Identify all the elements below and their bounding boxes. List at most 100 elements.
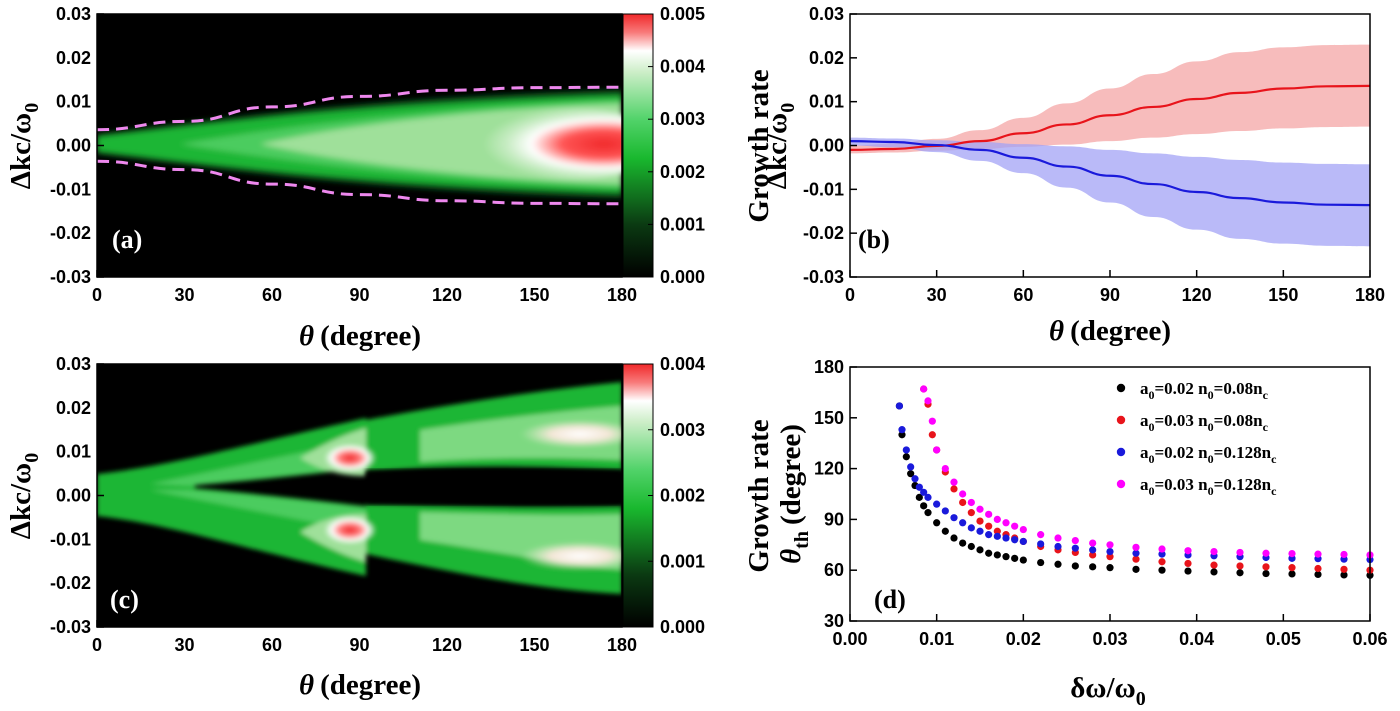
data-point-s2 — [967, 524, 975, 532]
y-tick-label: -0.01 — [50, 529, 91, 549]
ticks-c: 0 30 60 90 120 150 180 -0.03 -0.02 -0.01 0.00 0.01 0… — [50, 354, 637, 655]
data-point-s0 — [1132, 565, 1140, 573]
x-tick-label: 120 — [1182, 285, 1212, 305]
data-point-s2 — [1089, 546, 1097, 554]
data-point-s2 — [941, 507, 949, 515]
y-tick-label: 0.03 — [56, 354, 91, 374]
data-point-s2 — [898, 426, 906, 434]
y-tick-label: 30 — [824, 611, 844, 631]
panel-a: 0 30 60 90 120 150 180 -0.03 -0.02 -0.01 0.00 0.01 0… — [5, 4, 775, 352]
data-point-s3 — [920, 385, 928, 393]
data-point-s1 — [950, 485, 958, 493]
legend-d: a0=0.02 n0=0.08nc a0=0.03 n0=0.08nc a0=0.0… — [1116, 379, 1277, 498]
x-tick-label: 150 — [1268, 285, 1298, 305]
x-tick-label: 180 — [607, 285, 637, 305]
y-tick-label: 0.02 — [56, 398, 91, 418]
panel-label-d: (d) — [874, 585, 906, 614]
data-point-s3 — [1288, 550, 1296, 558]
data-point-s0 — [898, 431, 906, 439]
data-point-s2 — [911, 475, 919, 483]
panel-label-b: (b) — [858, 225, 890, 254]
legend-label-1: a0=0.03 n0=0.08nc — [1140, 411, 1269, 434]
data-point-s2 — [1132, 549, 1140, 557]
ticks-b: 0 30 60 90 120 150 180 -0.03 -0.02 -0.01 0.00 0.01 0… — [803, 4, 1385, 305]
series-line-1 — [849, 140, 1371, 207]
data-point-s0 — [1037, 558, 1045, 567]
x-tick-label: 30 — [174, 635, 194, 655]
x-axis-label-a: θ (degree) — [299, 320, 421, 352]
data-point-s0 — [967, 542, 975, 551]
data-point-s3 — [1210, 547, 1218, 556]
data-point-s2 — [959, 519, 967, 527]
data-point-s3 — [1089, 539, 1097, 547]
x-tick-label: 30 — [174, 285, 194, 305]
colorbar-tick-label: 0.003 — [660, 420, 705, 440]
data-point-s3 — [941, 465, 949, 473]
colorbar-tick-label: 0.000 — [660, 617, 705, 637]
x-tick-label: 0.01 — [919, 629, 954, 649]
y-tick-label: -0.01 — [50, 179, 91, 199]
y-tick-label: 0.00 — [809, 136, 844, 156]
y-tick-label: 120 — [814, 459, 844, 479]
y-tick-label: 60 — [824, 560, 844, 580]
x-tick-label: 0.02 — [1006, 629, 1041, 649]
colorbar-tick-label: 0.001 — [660, 214, 705, 234]
y-tick-label: 180 — [814, 357, 844, 377]
y-tick-label: -0.02 — [50, 573, 91, 593]
panel-label-c: (c) — [110, 585, 139, 614]
data-point-s3 — [1262, 549, 1270, 557]
x-tick-label: 0 — [845, 285, 855, 305]
data-point-s3 — [1314, 550, 1322, 558]
x-axis-label-d: δω/ω0 — [1070, 672, 1146, 710]
x-tick-label: 0 — [92, 635, 102, 655]
data-point-s1 — [967, 509, 975, 517]
x-tick-label: 0.05 — [1266, 629, 1301, 649]
y-axis-label-b: Δkc/ω0 — [761, 103, 799, 189]
data-point-s0 — [1071, 562, 1079, 570]
x-axis-label-b: θ (degree) — [1049, 315, 1171, 347]
y-tick-label: -0.03 — [50, 617, 91, 637]
scatter-points-d — [895, 385, 1374, 579]
y-axis-label-d: θth(degree) — [775, 424, 813, 564]
panel-b: 0 30 60 90 120 150 180 -0.03 -0.02 -0.01 0.00 0.01 0… — [761, 4, 1385, 347]
y-tick-label: 0.00 — [56, 136, 91, 156]
x-tick-label: 90 — [349, 635, 369, 655]
data-point-s3 — [1037, 531, 1045, 539]
data-point-s3 — [1002, 519, 1010, 527]
data-point-s3 — [933, 446, 941, 454]
data-point-s2 — [924, 493, 932, 501]
x-tick-label: 0.03 — [1092, 629, 1127, 649]
legend-marker-0 — [1116, 383, 1126, 393]
y-tick-label: 0.01 — [809, 92, 844, 112]
data-point-s3 — [1340, 550, 1348, 559]
x-tick-label: 120 — [432, 635, 462, 655]
y-tick-label: 0.03 — [809, 4, 844, 24]
x-tick-label: 90 — [349, 285, 369, 305]
y-tick-label: 0.02 — [56, 48, 91, 68]
legend-label-2: a0=0.02 n0=0.128nc — [1140, 443, 1277, 466]
y-axis-label-c: Δkc/ω0 — [5, 453, 43, 539]
data-point-s1 — [1158, 558, 1166, 566]
y-tick-label: -0.03 — [803, 267, 844, 287]
data-point-s0 — [1288, 570, 1296, 578]
y-tick-label: -0.02 — [803, 223, 844, 243]
ticks-d: 0.00 0.01 0.02 0.03 0.04 0.05 0.06 30 60 90 120 150… — [814, 357, 1388, 649]
data-point-s2 — [895, 402, 904, 410]
data-point-s2 — [1011, 536, 1019, 544]
data-point-s0 — [915, 493, 923, 501]
data-point-s1 — [1106, 553, 1114, 561]
y-tick-label: -0.01 — [803, 179, 844, 199]
y-axis-label-a: Δkc/ω0 — [5, 103, 43, 189]
x-tick-label: 120 — [432, 285, 462, 305]
data-point-s0 — [950, 534, 958, 542]
data-point-s0 — [976, 546, 984, 554]
data-point-s2 — [1037, 540, 1045, 548]
x-tick-label: 0 — [92, 285, 102, 305]
data-point-s2 — [1106, 547, 1114, 556]
data-point-s0 — [1106, 564, 1114, 572]
x-tick-label: 150 — [519, 635, 549, 655]
y-tick-label: 150 — [814, 408, 844, 428]
band-1 — [850, 137, 1370, 247]
colorbar-tick-label: 0.000 — [660, 267, 705, 287]
y-tick-label: -0.03 — [50, 267, 91, 287]
